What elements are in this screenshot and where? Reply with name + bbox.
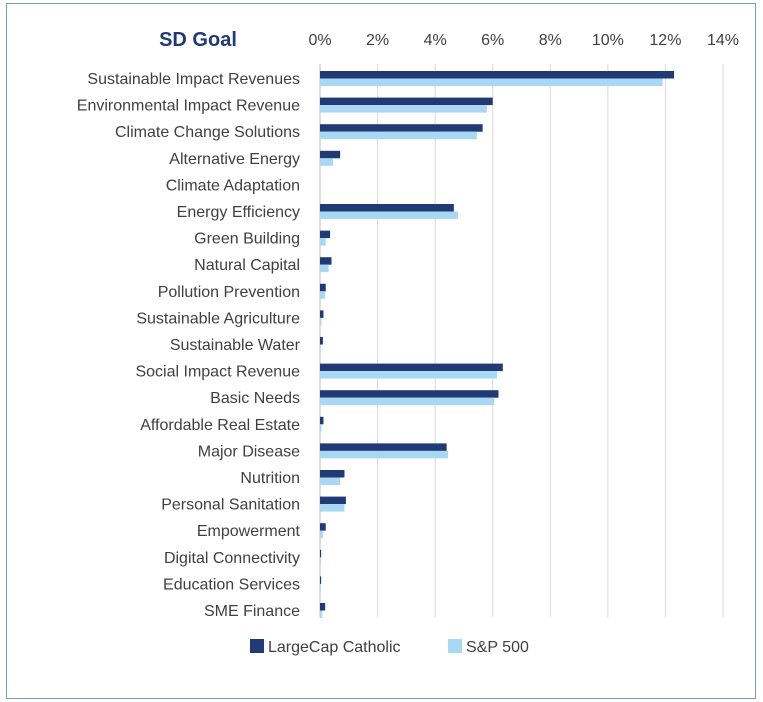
bar-sp500 — [320, 238, 326, 246]
category-label: Education Services — [163, 576, 300, 593]
x-tick-label: 0% — [308, 32, 331, 49]
bar-sp500 — [320, 504, 345, 512]
category-label: Personal Sanitation — [161, 497, 300, 514]
x-tick-label: 4% — [424, 32, 447, 49]
bar-sp500 — [320, 397, 495, 406]
legend-swatch — [448, 639, 462, 653]
category-labels: Sustainable Impact Revenues Environmental… — [77, 71, 301, 620]
bar-sp500 — [320, 158, 333, 166]
legend: LargeCap Catholic S&P 500 — [250, 639, 529, 656]
bar-sp500 — [320, 264, 329, 273]
category-label: Sustainable Agriculture — [136, 310, 300, 327]
bar-sp500 — [320, 317, 322, 326]
bar-sp500 — [320, 424, 322, 432]
bar-largecap-catholic — [320, 416, 324, 425]
bar-largecap-catholic — [320, 496, 346, 505]
category-label: Green Building — [194, 231, 300, 248]
x-tick-label: 8% — [539, 32, 562, 49]
category-label: Energy Efficiency — [177, 204, 300, 221]
bar-largecap-catholic — [320, 204, 454, 212]
x-tick-label: 6% — [481, 32, 504, 49]
bar-largecap-catholic — [320, 310, 324, 318]
bar-largecap-catholic — [320, 523, 326, 531]
bar-sp500 — [320, 105, 487, 113]
bar-largecap-catholic — [320, 257, 332, 265]
category-label: Environmental Impact Revenue — [77, 98, 300, 115]
category-label: Climate Adaptation — [166, 177, 300, 194]
bar-sp500 — [320, 610, 323, 618]
bar-largecap-catholic — [320, 443, 447, 451]
bar-largecap-catholic — [320, 390, 499, 398]
bar-sp500 — [320, 557, 321, 565]
bar-largecap-catholic — [320, 549, 322, 558]
bar-largecap-catholic — [320, 576, 322, 584]
legend-swatch — [250, 639, 264, 653]
category-label: Pollution Prevention — [158, 284, 300, 301]
bar-sp500 — [320, 530, 323, 539]
category-label: Sustainable Water — [170, 337, 301, 354]
category-label: Alternative Energy — [169, 151, 300, 168]
bar-largecap-catholic — [320, 470, 345, 478]
bar-largecap-catholic — [320, 337, 323, 345]
category-label: Social Impact Revenue — [135, 364, 300, 381]
legend-label: S&P 500 — [466, 639, 529, 656]
bar-sp500 — [320, 78, 663, 86]
bar-largecap-catholic — [320, 363, 503, 372]
x-tick-label: 10% — [592, 32, 624, 49]
bar-largecap-catholic — [320, 603, 326, 611]
bar-sp500 — [320, 131, 477, 140]
category-label: Basic Needs — [210, 390, 300, 407]
bar-sp500 — [320, 344, 321, 352]
bar-sp500 — [320, 583, 321, 592]
category-label: Climate Change Solutions — [115, 124, 300, 141]
x-axis-ticks: 0% 2% 4% 6% 8% 10% 12% 14% — [308, 32, 739, 49]
chart-title: SD Goal — [159, 29, 237, 51]
x-tick-label: 12% — [649, 32, 681, 49]
category-label: Affordable Real Estate — [140, 417, 300, 434]
bar-largecap-catholic — [320, 124, 483, 132]
category-label: SME Finance — [204, 603, 300, 620]
bars — [320, 71, 675, 618]
bar-sp500 — [320, 450, 449, 459]
category-label: Major Disease — [198, 443, 300, 460]
category-label: Sustainable Impact Revenues — [87, 71, 300, 88]
bar-largecap-catholic — [320, 150, 341, 159]
bar-sp500 — [320, 477, 341, 485]
x-tick-label: 2% — [366, 32, 389, 49]
bar-largecap-catholic — [320, 71, 675, 79]
x-tick-label: 14% — [707, 32, 739, 49]
category-label: Empowerment — [197, 523, 301, 540]
category-label: Nutrition — [240, 470, 300, 487]
bar-largecap-catholic — [320, 283, 326, 292]
chart-frame: SD Goal 0% 2% 4% 6% 8% 10% 12% 14% Sustainable … — [6, 3, 756, 699]
bar-largecap-catholic — [320, 97, 493, 106]
bar-sp500 — [320, 371, 498, 379]
bar-chart: SD Goal 0% 2% 4% 6% 8% 10% 12% 14% Sustainable … — [77, 29, 739, 656]
category-label: Digital Connectivity — [164, 550, 300, 567]
gridlines — [319, 64, 724, 617]
bar-largecap-catholic — [320, 230, 331, 239]
legend-label: LargeCap Catholic — [268, 639, 401, 656]
bar-sp500 — [320, 291, 326, 299]
category-label: Natural Capital — [194, 257, 300, 274]
bar-sp500 — [320, 211, 459, 219]
